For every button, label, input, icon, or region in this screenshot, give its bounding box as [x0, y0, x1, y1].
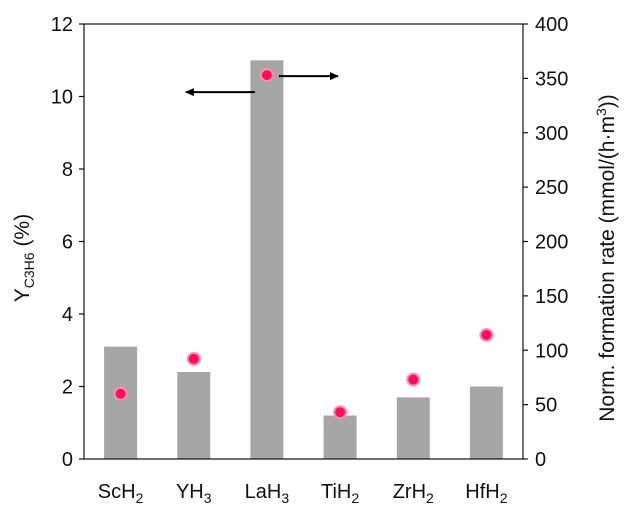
y-right-tick-label: 400	[535, 14, 568, 36]
point-lah	[259, 68, 274, 83]
y-right-tick-label: 300	[535, 123, 568, 145]
bar-hfh	[469, 386, 503, 459]
y-left-tick-label: 4	[62, 304, 73, 326]
axes-layer: 0 2 4 6 8 10 12 0 50 100 150 200 250 300 350 400 ScH2 YH3…	[51, 14, 569, 506]
bars-layer	[104, 60, 503, 460]
y-right-tick-label: 50	[535, 395, 557, 417]
x-category-label: LaH3	[245, 481, 290, 506]
y-left-tick-label: 0	[62, 449, 73, 471]
y-left-tick-label: 10	[51, 87, 73, 109]
y-right-tick-label: 0	[535, 449, 546, 471]
point-zrh	[406, 372, 421, 387]
bar-zrh	[396, 397, 430, 459]
y-right-tick-label: 100	[535, 340, 568, 362]
arrows-layer	[184, 72, 339, 97]
y-right-tick-label: 250	[535, 177, 568, 199]
y-right-tick-label: 350	[535, 68, 568, 90]
x-category-label: ScH2	[98, 481, 144, 506]
bar-yh	[177, 372, 211, 459]
y-left-tick-label: 8	[62, 159, 73, 181]
point-hfh	[479, 328, 494, 342]
x-category-label: HfH2	[465, 481, 507, 506]
y-left-tick-label: 2	[62, 377, 73, 399]
y-right-tick-label: 200	[535, 232, 568, 254]
point-yh	[186, 351, 201, 366]
y-left-tick-label: 6	[62, 232, 73, 254]
points-layer	[113, 68, 494, 420]
point-sch	[113, 386, 128, 401]
y-right-tick-label: 150	[535, 286, 568, 308]
x-category-label: TiH2	[321, 481, 359, 506]
plot-frame	[83, 23, 524, 460]
bar-lah	[250, 60, 284, 460]
y-left-axis-title: YC3H6(%)	[11, 214, 37, 302]
y-left-tick-label: 12	[51, 14, 73, 36]
x-category-label: YH3	[176, 481, 212, 506]
point-tih	[333, 405, 348, 420]
bar-sch	[104, 346, 138, 459]
bar-tih	[323, 415, 357, 459]
y-right-axis-title: Norm. formation rate (mmol/(h·m3))	[593, 94, 619, 422]
x-category-label: ZrH2	[393, 481, 434, 506]
